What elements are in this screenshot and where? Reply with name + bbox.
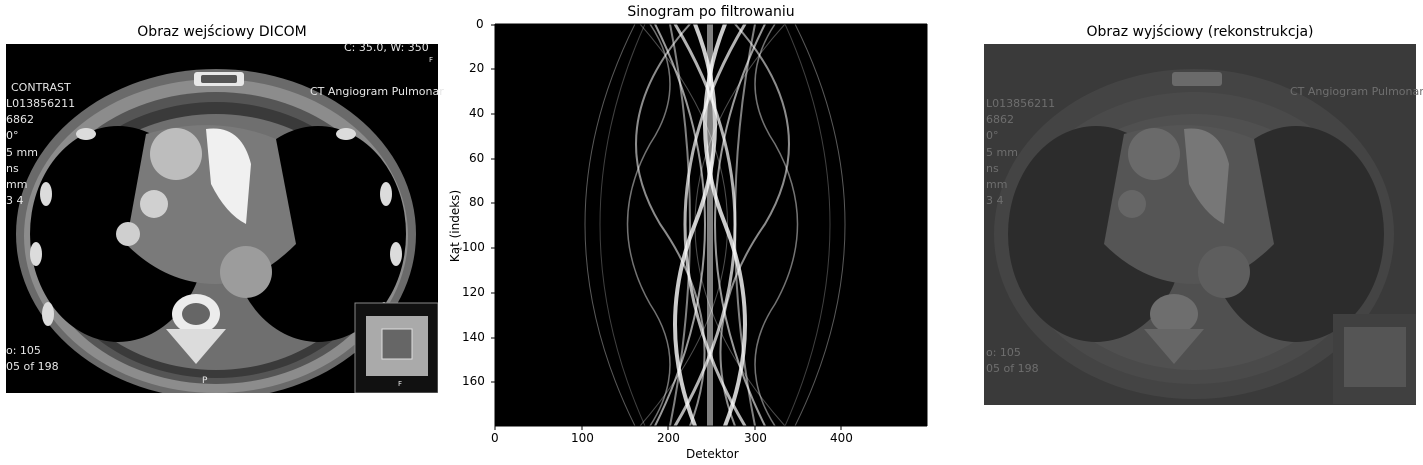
dicom-slice-index: 05 of 198 (6, 360, 59, 373)
dicom-patient-id: L013856211 (6, 97, 75, 110)
dicom-info-line-8: 3 4 (6, 194, 24, 207)
sinogram-y-axis-label: Kąt (indeks) (448, 186, 462, 266)
sinogram-y-tick: 140 (462, 330, 485, 344)
recon-info-line-4: 0° (986, 129, 999, 142)
dicom-series-title: CT Angiogram Pulmonar (310, 85, 444, 98)
recon-info-line-8: 3 4 (986, 194, 1004, 207)
dicom-info-line-5: 5 mm (6, 146, 38, 159)
sinogram-x-tick: 0 (491, 431, 499, 445)
sinogram-y-tick: 20 (469, 61, 484, 75)
sinogram-y-tick: 100 (462, 240, 485, 254)
sinogram-image (495, 24, 927, 426)
sinogram-y-tick: 80 (469, 195, 484, 209)
sinogram-y-tick: 40 (469, 106, 484, 120)
sinogram-x-tick: 100 (571, 431, 594, 445)
sinogram-x-axis-label: Detektor (686, 447, 739, 461)
dicom-info-line-6: ns (6, 162, 19, 175)
dicom-info-line-7: mm (6, 178, 27, 191)
sinogram-y-tick: 0 (476, 17, 484, 31)
dicom-window-level: C: 35.0, W: 350 (344, 41, 429, 54)
sinogram-x-tick: 200 (657, 431, 680, 445)
recon-series-title: CT Angiogram Pulmonar (1290, 85, 1423, 98)
recon-info-line-7: mm (986, 178, 1007, 191)
dicom-posterior-marker: P (202, 376, 207, 386)
recon-info-line-5: 5 mm (986, 146, 1018, 159)
dicom-slice-position: o: 105 (6, 344, 41, 357)
recon-slice-index: 05 of 198 (986, 362, 1039, 375)
sinogram-y-tick: 160 (462, 374, 485, 388)
dicom-scout-marker: F (398, 380, 402, 388)
dicom-info-line-4: 0° (6, 129, 19, 142)
recon-patient-id: L013856211 (986, 97, 1055, 110)
sinogram-y-tick: 120 (462, 285, 485, 299)
sinogram-graphic (495, 24, 927, 426)
input-image-title: Obraz wejściowy DICOM (6, 24, 438, 40)
sinogram-x-tick: 400 (830, 431, 853, 445)
sinogram-y-tick: 60 (469, 151, 484, 165)
sinogram-x-tick: 300 (744, 431, 767, 445)
recon-slice-position: o: 105 (986, 346, 1021, 359)
dicom-small-marker: F (429, 56, 433, 64)
dicom-info-line-3: 6862 (6, 113, 34, 126)
output-image-title: Obraz wyjściowy (rekonstrukcja) (984, 24, 1416, 40)
recon-info-line-6: ns (986, 162, 999, 175)
sinogram-title: Sinogram po filtrowaniu (495, 4, 927, 20)
recon-info-line-3: 6862 (986, 113, 1014, 126)
dicom-contrast-label: CONTRAST (11, 81, 71, 94)
